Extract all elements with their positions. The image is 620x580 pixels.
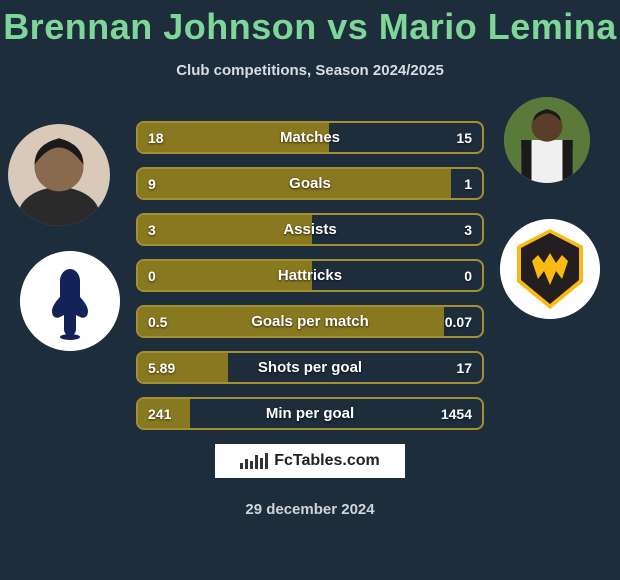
stat-right-value: 0	[464, 259, 472, 292]
stat-row-assists: 3 Assists 3	[136, 213, 484, 246]
stat-label: Min per goal	[136, 397, 484, 430]
stat-row-gpm: 0.5 Goals per match 0.07	[136, 305, 484, 338]
stat-row-hattricks: 0 Hattricks 0	[136, 259, 484, 292]
stat-label: Goals	[136, 167, 484, 200]
stat-label: Assists	[136, 213, 484, 246]
stat-row-spg: 5.89 Shots per goal 17	[136, 351, 484, 384]
club-right-badge	[500, 219, 600, 319]
brand-text: FcTables.com	[274, 452, 380, 470]
stats-container: 18 Matches 15 9 Goals 1 3 Assists 3 0 Ha…	[136, 121, 484, 443]
stat-label: Shots per goal	[136, 351, 484, 384]
stat-right-value: 3	[464, 213, 472, 246]
stat-row-goals: 9 Goals 1	[136, 167, 484, 200]
stat-row-mpg: 241 Min per goal 1454	[136, 397, 484, 430]
stat-label: Goals per match	[136, 305, 484, 338]
stat-right-value: 1454	[441, 397, 472, 430]
stat-label: Matches	[136, 121, 484, 154]
player-right-avatar	[504, 97, 590, 183]
stat-right-value: 1	[464, 167, 472, 200]
stat-right-value: 15	[456, 121, 472, 154]
stat-label: Hattricks	[136, 259, 484, 292]
stat-right-value: 0.07	[445, 305, 472, 338]
brand-logo: FcTables.com	[215, 444, 405, 478]
stat-right-value: 17	[456, 351, 472, 384]
bars-icon	[240, 453, 268, 469]
page-title: Brennan Johnson vs Mario Lemina	[0, 0, 620, 48]
page-subtitle: Club competitions, Season 2024/2025	[0, 62, 620, 79]
club-left-badge	[20, 251, 120, 351]
player-left-avatar	[8, 124, 110, 226]
date-text: 29 december 2024	[0, 501, 620, 518]
stat-row-matches: 18 Matches 15	[136, 121, 484, 154]
